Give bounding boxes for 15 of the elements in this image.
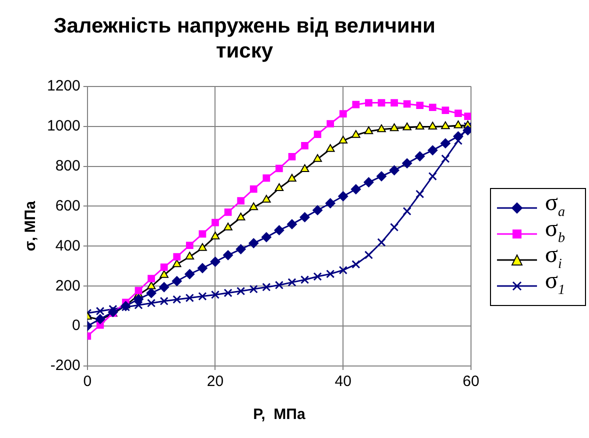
y-axis-title: σ, МПа — [22, 200, 40, 252]
x-tick-label: 40 — [334, 373, 352, 390]
y-tick-label: 200 — [55, 277, 80, 294]
x-tick-label: 0 — [83, 373, 92, 390]
y-tick-label: 600 — [55, 197, 80, 214]
y-tick-label: 0 — [72, 317, 80, 334]
y-tick-label: -200 — [50, 357, 80, 374]
x-axis-title: P, МПа — [253, 406, 306, 424]
y-tick-label: 1000 — [46, 117, 80, 134]
y-tick-label: 1200 — [46, 78, 80, 95]
x-tick-label: 60 — [462, 373, 480, 390]
chart-title: Залежність напружень від величини тиску — [54, 14, 436, 63]
y-tick-label: 400 — [55, 237, 80, 254]
y-tick-label: 800 — [55, 157, 80, 174]
x-tick-label: 20 — [206, 373, 224, 390]
